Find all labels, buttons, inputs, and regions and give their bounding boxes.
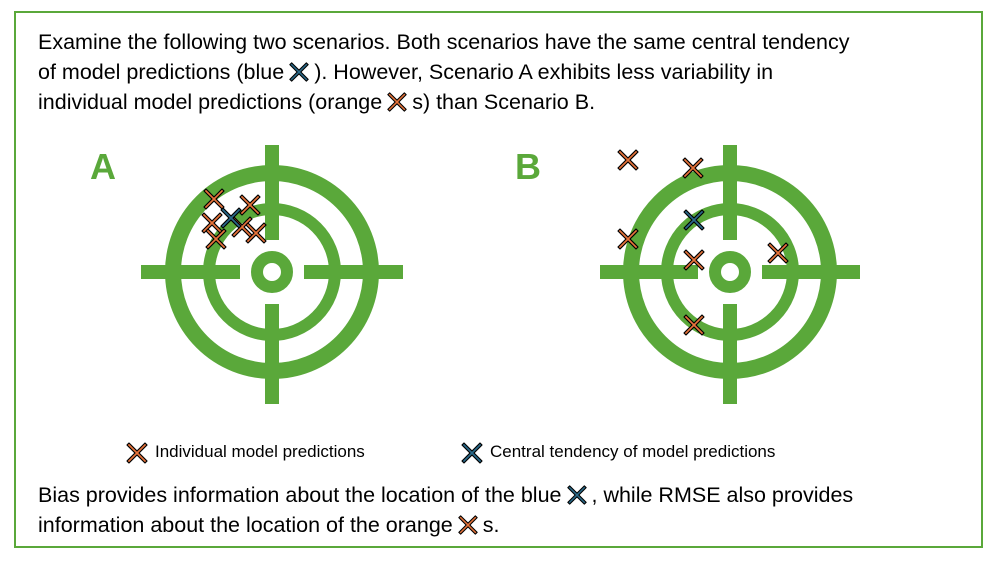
blue-x-marker-icon <box>288 61 310 83</box>
crosshair-target-icon <box>600 145 860 404</box>
outro-line-2-pre: information about the location of the or… <box>38 513 453 537</box>
target-b <box>600 145 860 404</box>
crosshair-target-icon <box>141 145 403 404</box>
panel-label-b: B <box>515 146 541 187</box>
orange-x-marker-icon <box>457 514 479 536</box>
outro-paragraph: Bias provides information about the loca… <box>38 480 853 540</box>
outro-line-2-post: s. <box>482 513 500 537</box>
intro-line-3: individual model predictions (orange s) t… <box>38 87 849 117</box>
intro-line-1: Examine the following two scenarios. Bot… <box>38 30 850 54</box>
intro-line-2-post: ). However, Scenario A exhibits less var… <box>314 60 774 84</box>
intro-line-2-pre: of model predictions (blue <box>38 60 285 84</box>
legend-central-label: Central tendency of model predictions <box>490 442 776 461</box>
outro-line-2: information about the location of the or… <box>38 510 853 540</box>
legend-central: Central tendency of model predictions <box>460 440 775 465</box>
legend-individual-label: Individual model predictions <box>155 442 365 461</box>
orange-x-marker-icon <box>617 149 639 171</box>
panel-label-a: A <box>90 146 116 187</box>
outro-line-1-pre: Bias provides information about the loca… <box>38 483 562 507</box>
target-a <box>141 145 403 404</box>
intro-line-3-post: s) than Scenario B. <box>412 90 596 114</box>
orange-x-marker-icon <box>386 91 408 113</box>
orange-x-marker-icon <box>201 212 223 234</box>
outro-line-1: Bias provides information about the loca… <box>38 480 853 510</box>
intro-line-2: of model predictions (blue ). However, Sc… <box>38 57 849 87</box>
target-bullseye-ring <box>251 251 293 293</box>
blue-x-marker-icon <box>566 484 588 506</box>
outro-line-1-post: , while RMSE also provides <box>591 483 854 507</box>
legend-individual: Individual model predictions <box>125 440 365 465</box>
intro-line-3-pre: individual model predictions (orange <box>38 90 383 114</box>
target-bullseye-ring <box>709 251 751 293</box>
blue-x-marker-icon <box>460 441 484 465</box>
figure-frame <box>14 11 983 548</box>
orange-x-marker-icon <box>125 441 149 465</box>
intro-paragraph: Examine the following two scenarios. Bot… <box>38 27 849 117</box>
